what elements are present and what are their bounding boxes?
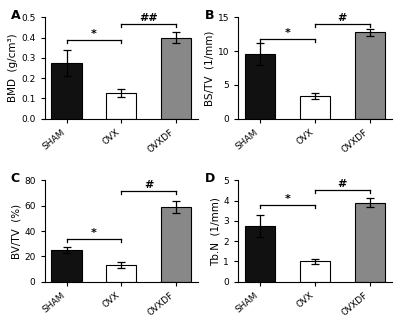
- Y-axis label: BV/TV  (%): BV/TV (%): [11, 203, 21, 259]
- Text: #: #: [338, 13, 347, 23]
- Y-axis label: BS/TV  (1/mm): BS/TV (1/mm): [205, 30, 215, 106]
- Bar: [52, 63, 82, 119]
- Y-axis label: BMD  (g/cm³): BMD (g/cm³): [8, 34, 18, 102]
- Bar: [355, 203, 385, 282]
- Bar: [300, 261, 330, 282]
- Text: C: C: [11, 172, 20, 185]
- Text: *: *: [91, 29, 97, 39]
- Bar: [106, 94, 136, 119]
- Bar: [245, 54, 275, 119]
- Text: *: *: [285, 194, 290, 204]
- Bar: [106, 265, 136, 282]
- Text: *: *: [91, 228, 97, 238]
- Text: #: #: [338, 179, 347, 189]
- Bar: [161, 207, 191, 282]
- Y-axis label: Tb.N  (1/mm): Tb.N (1/mm): [211, 197, 221, 266]
- Bar: [300, 96, 330, 119]
- Text: A: A: [11, 9, 20, 22]
- Bar: [245, 226, 275, 282]
- Text: *: *: [285, 28, 290, 38]
- Text: B: B: [204, 9, 214, 22]
- Text: #: #: [144, 180, 153, 190]
- Text: D: D: [204, 172, 215, 185]
- Text: ##: ##: [139, 13, 158, 23]
- Bar: [355, 32, 385, 119]
- Bar: [161, 38, 191, 119]
- Bar: [52, 250, 82, 282]
